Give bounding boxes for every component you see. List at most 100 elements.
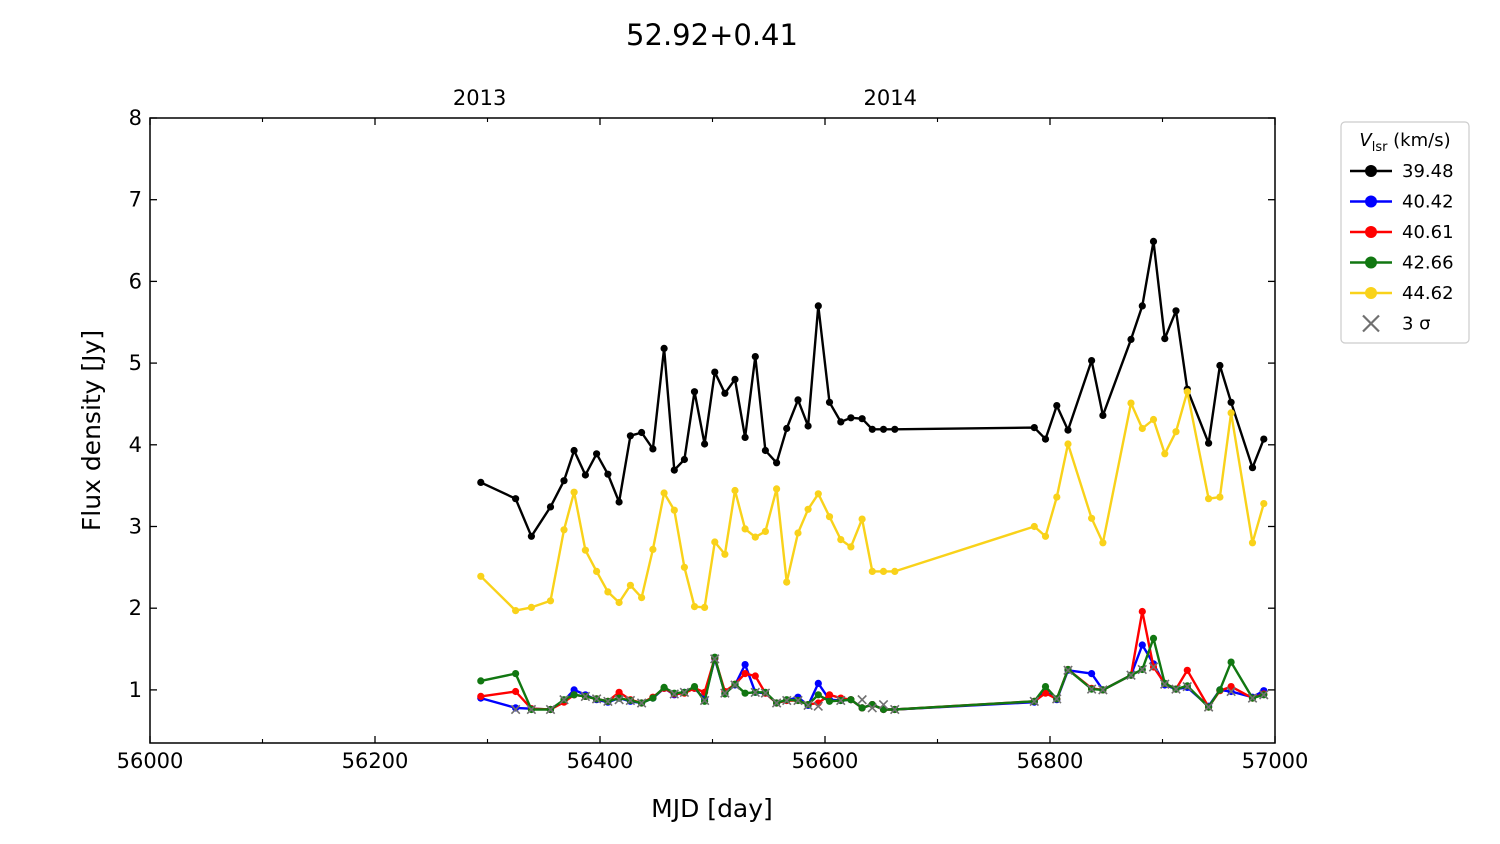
threshold-marker [771,698,782,708]
legend-item-40.42: 40.42 [1350,192,1454,213]
threshold-marker [636,698,647,708]
data-point-39.48 [546,503,555,511]
data-point-44.62 [680,563,689,571]
threshold-marker [1258,690,1269,700]
data-point-42.66 [511,670,520,678]
data-point-44.62 [1149,415,1158,424]
data-point-39.48 [879,425,888,433]
data-point-39.48 [527,532,536,540]
year-label: 2014 [864,86,917,110]
data-point-40.42 [1138,641,1146,649]
data-point-39.48 [1227,398,1235,406]
legend-label: 3 σ [1402,314,1431,335]
data-point-44.62 [560,526,568,534]
data-point-44.62 [1064,440,1072,448]
threshold-marker [603,696,613,707]
data-point-39.48 [1064,426,1072,434]
threshold-marker [1247,693,1258,703]
legend-label: 39.48 [1402,161,1454,182]
data-point-44.62 [1088,514,1096,522]
legend-label: 40.61 [1402,222,1454,243]
data-point-39.48 [1205,439,1213,447]
data-point-39.48 [560,477,568,485]
data-point-44.62 [660,489,668,497]
legend-label: 44.62 [1402,283,1454,304]
data-point-39.48 [1099,411,1107,419]
x-tick-label: 57000 [1242,749,1309,773]
data-point-39.48 [477,478,485,486]
threshold-marker [835,695,846,706]
data-point-42.66 [477,677,485,685]
data-point-39.48 [731,375,739,383]
data-point-42.66 [711,653,719,661]
threshold-marker [1203,702,1214,712]
legend-marker [1365,287,1377,299]
legend-label: 40.42 [1402,192,1454,213]
data-point-44.62 [825,513,834,521]
data-point-44.62 [1205,495,1213,503]
legend-item-threshold: 3 σ [1362,314,1431,335]
legend-item-42.66: 42.66 [1350,253,1454,274]
threshold-marker [1171,684,1181,694]
legend-x-icon [1362,314,1380,333]
data-point-39.48 [1260,435,1268,443]
threshold-marker [1029,696,1040,707]
data-point-39.48 [680,455,689,464]
threshold-marker [878,699,889,710]
data-point-40.61 [751,672,759,680]
data-point-40.61 [511,687,520,696]
threshold-marker [1159,679,1170,689]
data-point-39.48 [783,424,791,433]
plot-frame [149,117,1276,744]
data-point-44.62 [477,572,485,580]
data-point-40.42 [814,679,822,688]
data-point-39.48 [660,344,668,352]
data-point-40.61 [1041,689,1050,697]
data-point-42.66 [741,689,749,697]
data-point-44.62 [527,603,536,612]
data-point-44.62 [1030,522,1038,531]
legend-item-40.61: 40.61 [1350,222,1454,243]
data-point-44.62 [1216,493,1224,501]
data-point-44.62 [1183,388,1191,396]
data-point-44.62 [511,607,520,615]
data-point-42.66 [615,694,623,702]
data-point-39.48 [1172,307,1180,315]
data-point-39.48 [670,466,678,474]
data-point-39.48 [804,422,812,430]
threshold-marker [1051,694,1062,704]
data-point-39.48 [1161,335,1169,343]
data-point-44.62 [1099,539,1107,547]
data-point-44.62 [1053,493,1061,501]
data-point-42.66 [1227,658,1235,666]
legend-marker [1365,226,1377,238]
legend-marker [1365,195,1377,208]
x-tick-label: 56200 [342,749,409,773]
data-point-39.48 [690,388,699,396]
threshold-marker [730,680,740,690]
legend-label: 42.66 [1402,253,1454,274]
legend-item-39.48: 39.48 [1350,161,1454,182]
data-point-39.48 [604,470,612,478]
data-point-42.66 [1216,686,1224,694]
data-point-39.48 [1149,237,1158,245]
data-point-42.66 [570,691,578,699]
data-point-44.62 [891,567,899,576]
data-point-39.48 [511,495,520,503]
threshold-marker [813,701,824,712]
threshold-marker [679,687,690,698]
threshold-marker [760,688,771,698]
threshold-marker [750,687,761,698]
data-point-44.62 [868,567,876,576]
threshold-marker [526,704,537,715]
chart-title: 52.92+0.41 [626,18,798,52]
axes: 56000 56200 56400 56600 56800 57000 2013 2014 1 2… [117,86,1309,773]
y-tick-label: 5 [129,351,142,375]
y-tick-label: 6 [129,269,142,293]
y-tick-label: 2 [129,596,142,620]
data-point-44.62 [570,488,578,496]
y-tick-label: 3 [129,514,142,538]
data-point-44.62 [626,581,635,589]
data-point-40.61 [1138,607,1146,616]
data-point-39.48 [814,302,822,310]
